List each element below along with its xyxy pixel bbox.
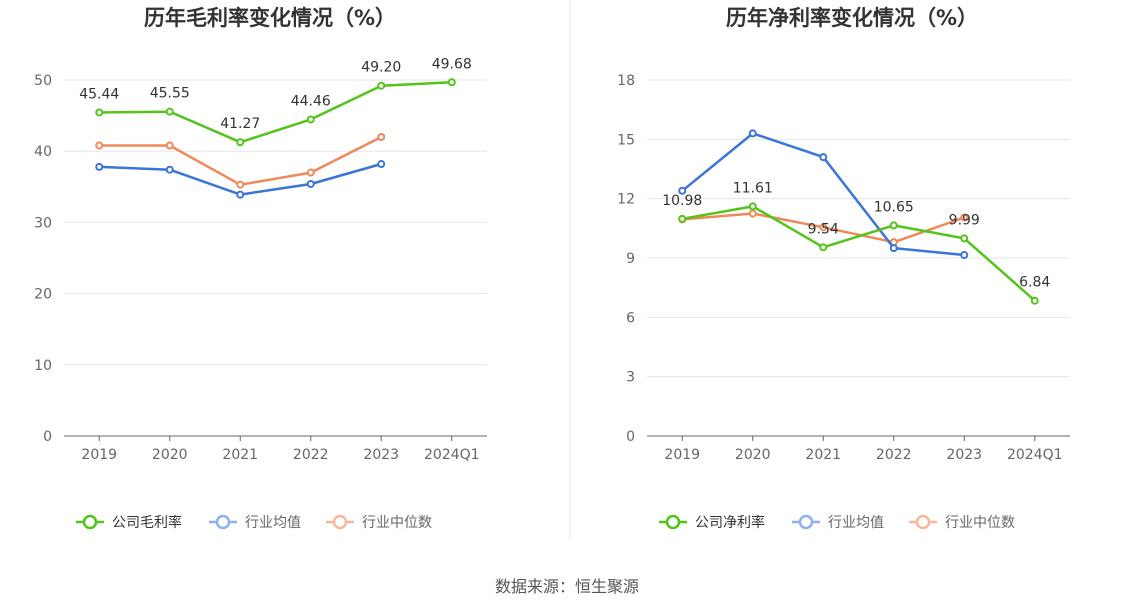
chart-1-x-tick: 2021	[805, 447, 841, 463]
chart-1-y-tick: 6	[626, 310, 635, 326]
chart-0-x-tick: 2020	[152, 447, 188, 463]
chart-1-legend-label: 公司净利率	[695, 514, 765, 531]
chart-0-series-1-point	[165, 165, 174, 174]
chart-1-legend-label: 行业均值	[828, 515, 884, 531]
chart-0-title: 历年毛利率变化情况（%）	[144, 6, 396, 30]
chart-1-legend-marker	[915, 514, 931, 530]
chart-1-y-tick: 9	[626, 251, 635, 267]
chart-1-y-tick: 18	[617, 73, 635, 89]
chart-0-data-label: 41.27	[220, 116, 260, 132]
chart-0-data-label: 45.55	[150, 86, 190, 102]
chart-1-y-tick: 3	[626, 370, 635, 386]
chart-0-data-label: 45.44	[79, 86, 119, 102]
chart-1-x-tick: 2019	[664, 447, 700, 463]
chart-1-series-2-point	[819, 223, 828, 232]
chart-0-series-0-line	[99, 81, 452, 144]
chart-1-x-tick: 2023	[946, 447, 982, 463]
chart-0-data-label: 44.46	[291, 93, 331, 109]
chart-1-legend-marker	[798, 514, 814, 530]
chart-1-series-0-line	[682, 205, 1036, 302]
chart-0-series-2-point	[306, 168, 315, 177]
chart-0-series-0-point	[236, 138, 245, 147]
chart-0-x-tick: 2023	[363, 447, 399, 463]
chart-0-legend-label: 行业均值	[245, 515, 301, 531]
chart-0-legend-label: 公司毛利率	[112, 514, 182, 531]
chart-1-series-0-point	[960, 234, 969, 243]
chart-0-series-2-point	[236, 180, 245, 189]
chart-0-series-2-point	[95, 141, 104, 150]
chart-1-y-tick: 12	[617, 192, 635, 208]
source-text: 数据来源：恒生聚源	[495, 577, 639, 596]
chart-1-series-0-point	[678, 214, 687, 223]
chart-0-y-tick: 30	[34, 215, 52, 231]
chart-1-series-2-point	[960, 213, 969, 222]
chart-0-series-2-point	[165, 141, 174, 150]
chart-1-data-label: 9.54	[808, 221, 839, 237]
chart-0-series-0-point	[95, 108, 104, 117]
chart-1-series-0-point	[748, 202, 757, 211]
chart-0-legend-label: 行业中位数	[362, 515, 432, 531]
chart-0-x-tick: 2022	[293, 447, 329, 463]
chart-0-series-1-point	[306, 179, 315, 188]
chart-0-legend-marker	[215, 514, 231, 530]
chart-1-series-0-point	[1030, 296, 1039, 305]
chart-1-series-1-point	[819, 153, 828, 162]
chart-0-legend-marker	[82, 514, 98, 530]
chart-0-series-2-point	[377, 132, 386, 141]
chart-1-data-label: 10.98	[662, 193, 702, 209]
chart-0-y-tick: 50	[34, 73, 52, 89]
chart-0-series-1-line	[99, 162, 382, 196]
chart-0-data-label: 49.20	[361, 60, 401, 76]
chart-0-series-0-point	[165, 107, 174, 116]
chart-1-x-tick: 2020	[735, 447, 771, 463]
chart-1-data-label: 6.84	[1019, 275, 1050, 291]
chart-0-series-0-point	[447, 78, 456, 87]
chart-1-y-tick: 0	[626, 429, 635, 445]
chart-0-y-tick: 20	[34, 287, 52, 303]
chart-0-legend-marker	[332, 514, 348, 530]
chart-0-x-tick: 2021	[222, 447, 258, 463]
chart-0-data-label: 49.68	[432, 56, 472, 72]
chart-0-x-tick: 2024Q1	[424, 447, 480, 463]
chart-1-series-2-point	[748, 209, 757, 218]
chart-0-y-tick: 10	[34, 358, 52, 374]
chart-1-series-1-point	[960, 251, 969, 260]
chart-0-series-1-point	[377, 160, 386, 169]
chart-1-data-label: 10.65	[874, 199, 914, 215]
chart-1-data-label: 9.99	[949, 212, 980, 228]
chart-1-x-tick: 2024Q1	[1007, 447, 1063, 463]
chart-1-series-0-point	[819, 243, 828, 252]
chart-1-legend-label: 行业中位数	[945, 515, 1015, 531]
chart-1-series-0-point	[889, 221, 898, 230]
chart-0-series-1-point	[95, 162, 104, 171]
chart-1-series-1-point	[678, 186, 687, 195]
chart-1-data-label: 11.61	[733, 180, 773, 196]
chart-0-y-tick: 40	[34, 144, 52, 160]
chart-0-series-0-point	[377, 81, 386, 90]
chart-0-series-1-point	[236, 190, 245, 199]
chart-0-x-tick: 2019	[81, 447, 117, 463]
chart-1-x-tick: 2022	[876, 447, 912, 463]
chart-0-series-0-point	[306, 115, 315, 124]
chart-1-series-1-point	[748, 129, 757, 138]
chart-1-y-tick: 15	[617, 132, 635, 148]
chart-1-legend-marker	[665, 514, 681, 530]
chart-1-series-1-point	[889, 244, 898, 253]
chart-1-title: 历年净利率变化情况（%）	[726, 6, 978, 30]
chart-0-y-tick: 0	[43, 429, 52, 445]
